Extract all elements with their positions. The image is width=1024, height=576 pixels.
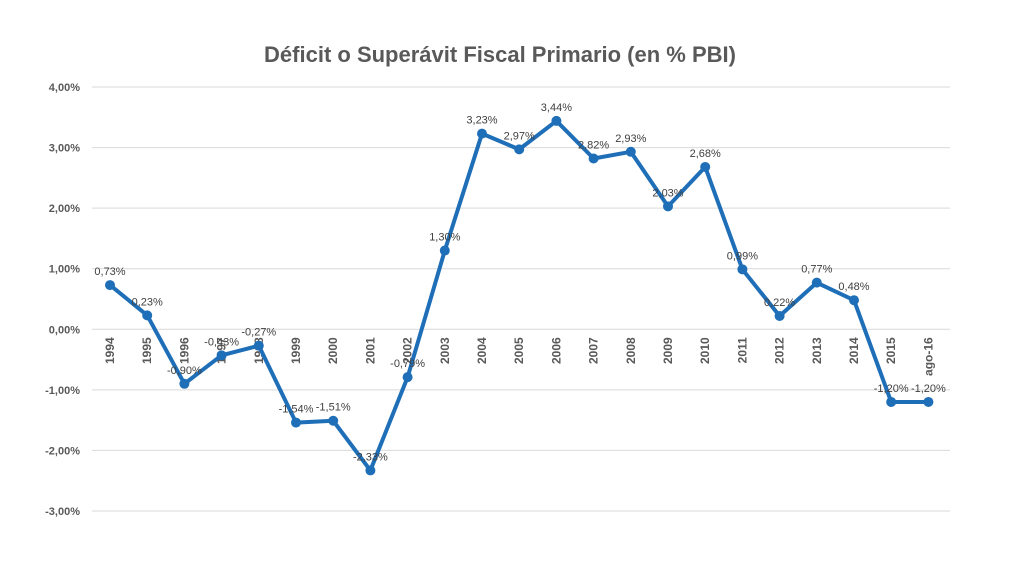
x-category-label: 2012: [773, 337, 787, 364]
x-category-label: 2006: [549, 337, 563, 364]
series-line: [108, 118, 931, 473]
x-category-label: 2014: [847, 337, 861, 364]
x-category-label: 2003: [438, 337, 452, 364]
x-category-label: 1996: [177, 337, 191, 364]
data-label: -0,27%: [241, 327, 276, 339]
data-point: [365, 465, 376, 476]
data-label: 2,68%: [690, 148, 721, 160]
data-label: 0,22%: [764, 297, 795, 309]
data-point: [663, 201, 673, 212]
x-category-label: 1994: [103, 337, 117, 364]
y-tick-label: -1,00%: [45, 385, 80, 397]
x-axis-category-labels: 1994199519961997199819992000200120022003…: [103, 337, 935, 376]
data-label: 0,77%: [801, 264, 832, 276]
data-point: [551, 115, 562, 126]
data-point: [142, 310, 153, 321]
x-category-label: 2007: [587, 337, 601, 364]
x-category-label: 2009: [661, 337, 675, 364]
data-label: 2,93%: [615, 133, 646, 145]
data-label: 0,48%: [838, 281, 869, 293]
data-label: -0,90%: [167, 365, 202, 377]
series-line-group: [108, 118, 931, 473]
data-point: [737, 264, 748, 275]
y-tick-label: 4,00%: [49, 82, 80, 94]
data-point: [923, 396, 934, 407]
x-category-label: 2010: [698, 337, 712, 364]
data-point: [886, 396, 897, 407]
x-category-label: 2004: [475, 337, 489, 364]
x-category-label: 2002: [401, 337, 415, 364]
data-label: -1,54%: [279, 404, 314, 416]
y-tick-label: 2,00%: [49, 203, 80, 215]
data-point: [774, 310, 785, 321]
data-point: [105, 280, 115, 291]
x-category-label: 2011: [735, 337, 749, 363]
x-category-label: ago-16: [921, 337, 935, 376]
chart-title: Déficit o Superávit Fiscal Primario (en …: [264, 42, 736, 67]
x-category-label: 2005: [512, 337, 526, 364]
data-label: 2,03%: [652, 187, 683, 199]
data-label: 0,99%: [727, 250, 758, 262]
data-label: -1,20%: [911, 383, 946, 395]
data-labels: 0,73% 0,23% -0,90% -0,43%-0,27% -1,54% -1,51%…: [94, 102, 946, 463]
data-label: 2,97%: [504, 130, 535, 142]
data-point: [514, 144, 525, 155]
x-category-label: 2001: [363, 337, 377, 364]
x-category-label: 2008: [624, 337, 638, 364]
series-points: [105, 115, 934, 476]
data-point: [477, 128, 487, 139]
data-point: [439, 245, 450, 256]
data-point: [849, 295, 859, 306]
data-label: -1,51%: [316, 402, 351, 414]
y-tick-label: 1,00%: [49, 264, 80, 276]
data-label: 1,30%: [429, 232, 460, 244]
data-point: [588, 153, 599, 164]
x-category-label: 2013: [810, 337, 824, 364]
y-axis-tick-labels: 4,00% 3,00% 2,00% 1,00% 0,00% -1,00% -2,00% -3,…: [45, 82, 80, 518]
data-point: [811, 277, 822, 288]
x-category-label: 2000: [326, 337, 340, 364]
data-point: [402, 372, 413, 383]
data-point: [179, 378, 190, 389]
data-label: -0,79%: [390, 358, 425, 370]
data-label: -2,33%: [353, 451, 388, 463]
x-category-label: 1995: [140, 337, 154, 364]
data-label: 3,23%: [466, 115, 497, 127]
data-point: [216, 350, 227, 361]
data-label: 3,44%: [541, 102, 572, 114]
data-point: [328, 415, 339, 426]
data-point: [700, 161, 711, 172]
data-point: [625, 146, 636, 157]
data-point: [253, 340, 264, 351]
data-label: 0,23%: [132, 296, 163, 308]
x-category-label: 1999: [289, 337, 303, 364]
data-label: -0,43%: [204, 336, 239, 348]
x-category-label: 2015: [884, 337, 898, 364]
data-point: [291, 417, 301, 428]
y-tick-label: -2,00%: [45, 445, 80, 457]
data-label: 0,73%: [94, 266, 125, 278]
data-label: 2,82%: [578, 139, 609, 151]
data-label: -1,20%: [874, 383, 909, 395]
y-tick-label: 0,00%: [49, 324, 80, 336]
y-tick-label: -3,00%: [45, 506, 80, 518]
y-tick-label: 3,00%: [49, 143, 80, 155]
